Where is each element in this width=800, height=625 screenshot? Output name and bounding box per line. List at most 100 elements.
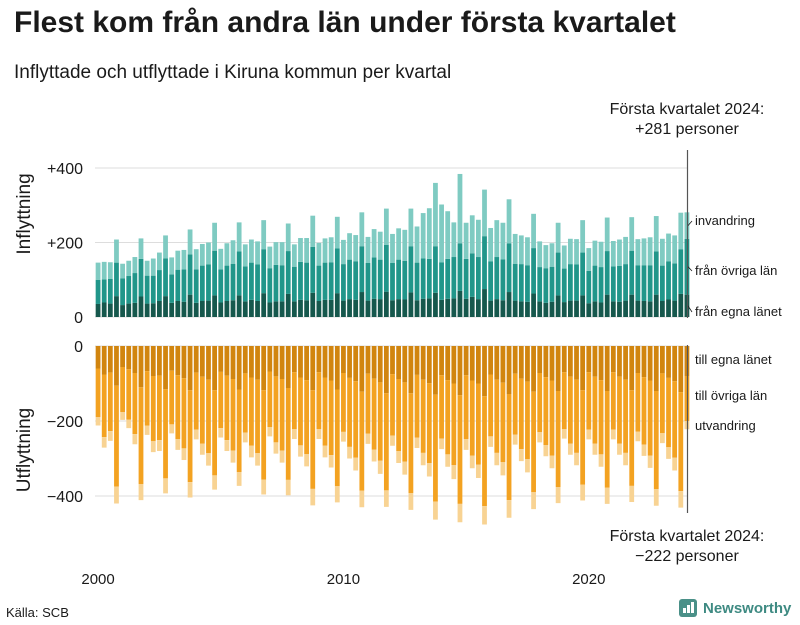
bar-outflow-segment xyxy=(163,389,168,479)
bar-outflow-segment xyxy=(206,346,211,380)
bar-outflow-segment xyxy=(567,443,573,455)
bar-inflow-segment xyxy=(261,293,267,317)
bar-inflow-segment xyxy=(617,301,622,317)
bar-outflow-segment xyxy=(175,375,181,439)
bar-inflow-segment xyxy=(512,233,518,264)
bar-outflow-segment xyxy=(402,382,408,462)
bar-inflow-segment xyxy=(543,302,549,317)
bar-outflow-segment xyxy=(310,390,316,489)
bar-outflow-segment xyxy=(95,417,101,426)
bar-inflow-segment xyxy=(426,208,432,259)
y-tick-label: +200 xyxy=(47,236,83,253)
bar-inflow-segment xyxy=(310,215,316,247)
bar-inflow-segment xyxy=(451,257,457,299)
bar-outflow-segment xyxy=(518,378,524,450)
bar-inflow-segment xyxy=(592,301,598,317)
bar-outflow-segment xyxy=(543,377,549,446)
bar-inflow-segment xyxy=(653,294,659,317)
bar-outflow-segment xyxy=(402,461,408,475)
bar-inflow-segment xyxy=(482,189,487,237)
bar-inflow-segment xyxy=(433,246,438,293)
bar-outflow-segment xyxy=(359,490,365,508)
bar-outflow-segment xyxy=(298,346,303,378)
bar-outflow-segment xyxy=(199,346,205,377)
y-tick-label: −200 xyxy=(47,414,83,431)
bar-outflow-segment xyxy=(353,346,359,382)
bar-inflow-segment xyxy=(604,251,610,295)
bar-outflow-segment xyxy=(138,387,144,484)
bar-outflow-segment xyxy=(457,346,463,396)
bar-outflow-segment xyxy=(641,377,647,445)
bar-inflow-segment xyxy=(218,248,224,270)
bar-outflow-segment xyxy=(371,346,377,379)
bar-inflow-segment xyxy=(518,235,524,265)
bar-inflow-segment xyxy=(457,173,463,244)
bar-outflow-segment xyxy=(365,346,371,374)
bar-outflow-segment xyxy=(126,369,132,420)
bar-outflow-segment xyxy=(592,346,598,377)
bar-inflow-segment xyxy=(95,303,101,317)
bar-inflow-segment xyxy=(561,245,567,269)
bar-inflow-segment xyxy=(236,295,242,317)
bar-outflow-segment xyxy=(555,346,561,391)
bar-inflow-segment xyxy=(273,264,279,302)
bar-outflow-segment xyxy=(377,460,383,474)
inflow-series-labels: från egna länet från övriga län invandring xyxy=(687,213,782,319)
bar-inflow-segment xyxy=(488,227,494,262)
bar-outflow-segment xyxy=(494,346,500,380)
bar-outflow-segment xyxy=(420,379,426,453)
bar-inflow-segment xyxy=(377,299,383,317)
bar-inflow-segment xyxy=(249,262,254,300)
series-label: invandring xyxy=(695,213,755,228)
bar-outflow-segment xyxy=(506,346,512,394)
bar-inflow-segment xyxy=(396,259,402,300)
bar-outflow-segment xyxy=(138,346,144,388)
bar-outflow-segment xyxy=(592,443,598,455)
bar-inflow-segment xyxy=(236,222,242,252)
bar-outflow-segment xyxy=(347,346,352,378)
bar-inflow-segment xyxy=(426,298,432,318)
bar-inflow-segment xyxy=(420,258,426,299)
bar-outflow-segment xyxy=(641,444,647,456)
bar-outflow-segment xyxy=(353,457,359,471)
bar-outflow-segment xyxy=(518,346,524,379)
bar-outflow-segment xyxy=(163,346,168,390)
bar-inflow-segment xyxy=(469,215,475,254)
bar-outflow-segment xyxy=(451,465,457,480)
bar-inflow-segment xyxy=(249,239,254,263)
bar-outflow-segment xyxy=(463,375,469,439)
bar-outflow-segment xyxy=(291,429,297,439)
bar-inflow-segment xyxy=(641,238,647,266)
bar-inflow-segment xyxy=(390,233,395,263)
bar-inflow-segment xyxy=(175,269,181,301)
bar-inflow-segment xyxy=(193,269,199,303)
bar-outflow-segment xyxy=(181,448,187,461)
bar-outflow-segment xyxy=(383,393,389,491)
bar-inflow-segment xyxy=(525,265,530,302)
bar-outflow-segment xyxy=(390,435,395,446)
bar-outflow-segment xyxy=(414,374,420,438)
bar-inflow-segment xyxy=(488,261,494,301)
bar-inflow-segment xyxy=(126,276,132,304)
bar-outflow-segment xyxy=(506,394,512,501)
bar-outflow-segment xyxy=(212,390,217,476)
bar-outflow-segment xyxy=(120,412,125,420)
bar-outflow-segment xyxy=(310,346,316,391)
bar-outflow-segment xyxy=(598,380,604,455)
bar-inflow-segment xyxy=(475,219,481,258)
bar-inflow-segment xyxy=(586,270,592,304)
bar-inflow-segment xyxy=(95,262,101,280)
bar-inflow-segment xyxy=(132,273,138,303)
bar-inflow-segment xyxy=(549,243,555,267)
bar-outflow-segment xyxy=(371,378,377,450)
bar-outflow-segment xyxy=(107,346,113,373)
bar-outflow-segment xyxy=(341,373,346,432)
bar-outflow-segment xyxy=(574,452,579,466)
bar-inflow-segment xyxy=(660,238,665,266)
bar-inflow-segment xyxy=(678,212,684,250)
bar-inflow-segment xyxy=(623,264,628,301)
brand-logo[interactable]: Newsworthy xyxy=(679,599,791,617)
bar-inflow-segment xyxy=(623,236,628,265)
bar-inflow-segment xyxy=(150,275,156,304)
bar-inflow-segment xyxy=(580,295,586,317)
